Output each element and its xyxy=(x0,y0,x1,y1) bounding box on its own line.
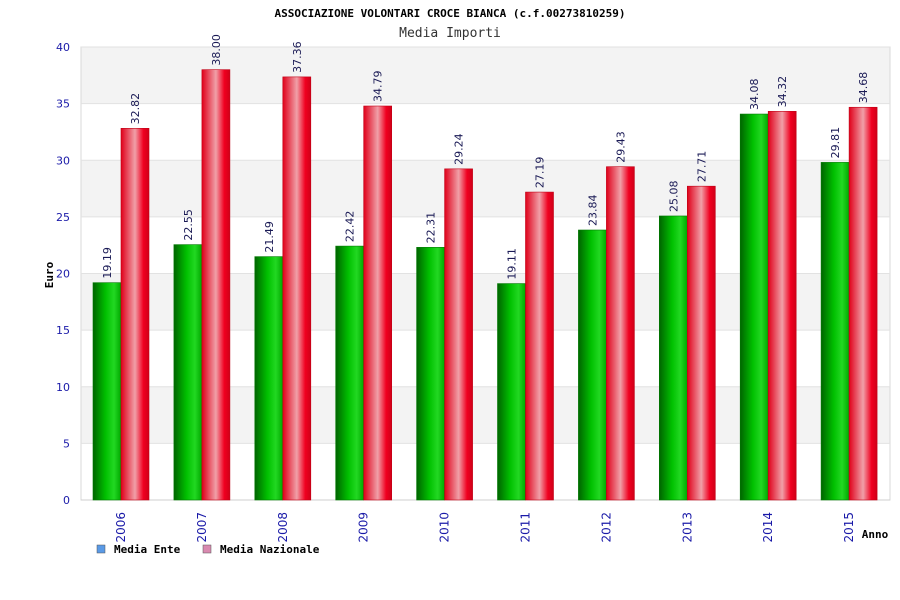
data-label: 22.55 xyxy=(182,209,195,241)
data-label: 38.00 xyxy=(210,34,223,66)
y-tick-label: 15 xyxy=(56,324,70,337)
bar-media-ente-2014 xyxy=(739,113,769,501)
data-label: 27.19 xyxy=(534,157,547,189)
x-tick-label: 2008 xyxy=(276,512,290,543)
bar-media-nazionale-2006 xyxy=(120,128,150,501)
bar-media-ente-2011 xyxy=(497,283,526,501)
bar-media-ente-2006 xyxy=(92,282,122,501)
data-label: 29.81 xyxy=(829,127,842,159)
bar-media-nazionale-2014 xyxy=(767,111,797,501)
data-label: 27.71 xyxy=(695,151,708,183)
y-tick-label: 20 xyxy=(56,268,70,281)
bar-media-nazionale-2012 xyxy=(606,166,635,501)
chart-title: ASSOCIAZIONE VOLONTARI CROCE BIANCA (c.f… xyxy=(275,7,626,20)
legend-label-media-nazionale: Media Nazionale xyxy=(220,543,320,556)
x-tick-label: 2012 xyxy=(599,512,613,543)
data-label: 22.31 xyxy=(425,212,438,244)
data-label: 34.32 xyxy=(776,76,789,108)
y-axis-label: Euro xyxy=(43,261,56,288)
x-tick-label: 2015 xyxy=(842,512,856,543)
x-axis-label: Anno xyxy=(862,528,889,541)
legend-swatch-media-ente xyxy=(96,544,106,554)
data-label: 37.36 xyxy=(291,41,304,73)
y-tick-label: 10 xyxy=(56,381,70,394)
bar-media-ente-2013 xyxy=(658,215,688,501)
y-tick-label: 35 xyxy=(56,98,70,111)
x-tick-label: 2010 xyxy=(438,512,452,543)
data-label: 29.24 xyxy=(453,133,466,165)
data-label: 21.49 xyxy=(263,221,276,253)
bar-media-nazionale-2013 xyxy=(686,185,716,501)
bar-media-ente-2007 xyxy=(173,244,203,501)
x-tick-label: 2014 xyxy=(761,512,775,543)
x-tick-label: 2009 xyxy=(357,512,371,543)
data-label: 34.08 xyxy=(748,79,761,111)
x-axis-ticks: 2006 2007 2008 2009 2010 2011 2012 2013 2014 2015 xyxy=(114,512,856,543)
data-labels: 19.19 32.82 22.55 38.00 21.49 37.36 22.42 34.79… xyxy=(101,34,870,279)
y-tick-label: 0 xyxy=(63,494,70,507)
chart-subtitle: Media Importi xyxy=(399,26,501,41)
data-label: 34.68 xyxy=(857,72,870,104)
bar-media-nazionale-2010 xyxy=(444,168,473,501)
bar-media-nazionale-2015 xyxy=(848,106,878,501)
x-tick-label: 2011 xyxy=(519,512,533,543)
data-label: 22.42 xyxy=(344,211,357,243)
data-label: 34.79 xyxy=(372,71,385,103)
data-label: 19.11 xyxy=(506,248,519,280)
bars xyxy=(92,69,878,501)
x-tick-label: 2007 xyxy=(195,512,209,543)
y-tick-label: 40 xyxy=(56,41,70,54)
legend: Media Ente Media Nazionale xyxy=(96,543,320,556)
x-tick-label: 2013 xyxy=(680,512,694,543)
data-label: 32.82 xyxy=(129,93,142,125)
bar-media-ente-2008 xyxy=(254,256,284,501)
data-label: 23.84 xyxy=(586,195,599,227)
bar-media-ente-2009 xyxy=(335,245,365,501)
bar-media-nazionale-2007 xyxy=(201,69,231,501)
bar-media-nazionale-2009 xyxy=(363,105,393,501)
data-label: 29.43 xyxy=(614,131,627,163)
legend-swatch-media-nazionale xyxy=(202,544,212,554)
data-label: 25.08 xyxy=(667,180,680,212)
data-label: 19.19 xyxy=(101,247,114,279)
y-tick-label: 30 xyxy=(56,154,70,167)
legend-label-media-ente: Media Ente xyxy=(114,543,181,556)
y-axis-ticks: 0 5 10 15 20 25 30 35 40 xyxy=(56,41,70,507)
bar-media-ente-2015 xyxy=(820,162,850,501)
bar-media-ente-2012 xyxy=(578,229,607,501)
bar-media-nazionale-2008 xyxy=(282,76,312,501)
x-tick-label: 2006 xyxy=(114,512,128,543)
bar-media-ente-2010 xyxy=(416,247,445,501)
y-tick-label: 5 xyxy=(63,437,70,450)
y-tick-label: 25 xyxy=(56,211,70,224)
bar-media-nazionale-2011 xyxy=(525,191,554,501)
